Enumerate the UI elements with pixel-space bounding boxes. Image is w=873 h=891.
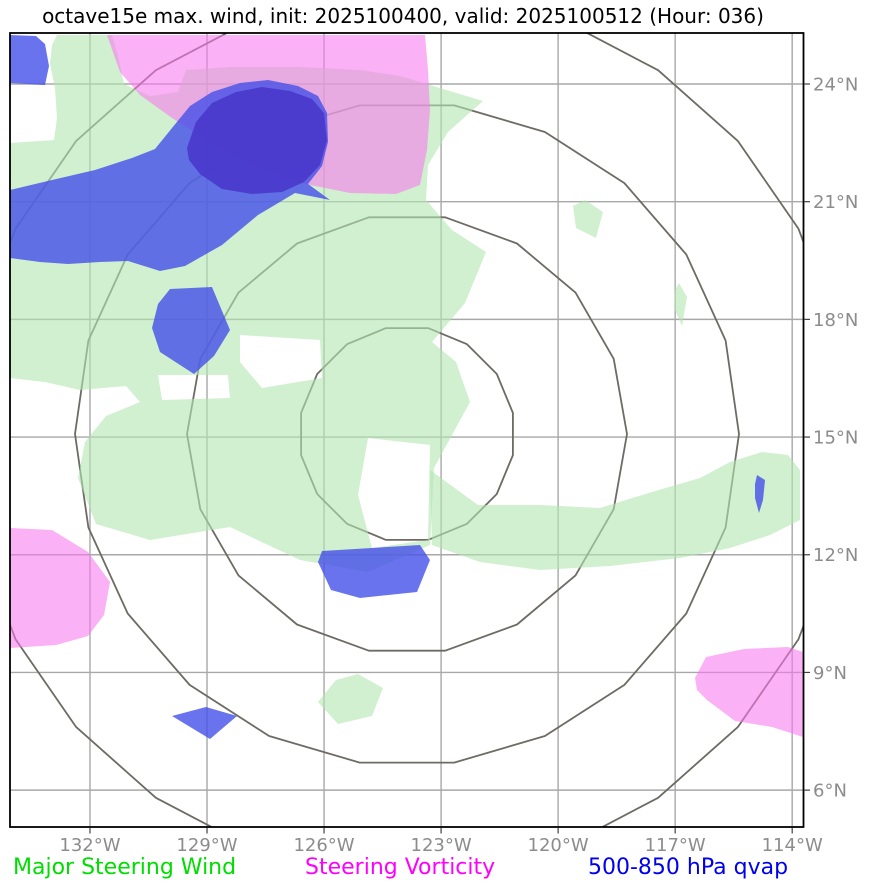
x-tick-label--120: 120°W (528, 835, 589, 856)
x-tick-label--114: 114°W (762, 835, 823, 856)
region-qvap-500-850-2 (152, 287, 230, 374)
x-tick-label--132: 132°W (59, 835, 120, 856)
region-qvap-500-850-3 (318, 545, 430, 598)
plot-frame (9, 32, 805, 828)
y-tick-label-12: 12°N (813, 545, 858, 566)
y-tick-label-24: 24°N (813, 74, 858, 95)
region-major-steering-wind-3 (573, 200, 603, 238)
plot-area (10, 33, 804, 827)
legend-steering-vorticity: Steering Vorticity (305, 855, 496, 880)
chart-title: octave15e max. wind, init: 2025100400, v… (42, 4, 764, 28)
region-qvap-500-850-5 (755, 475, 765, 513)
legend: Major Steering Wind Steering Vorticity 5… (0, 855, 873, 885)
y-tick-label-15: 15°N (813, 428, 858, 449)
x-tick-label--117: 117°W (645, 835, 706, 856)
y-tick-label-21: 21°N (813, 192, 858, 213)
x-tick-label--126: 126°W (293, 835, 354, 856)
region-major-steering-wind-4 (674, 283, 687, 326)
region-qvap-500-850-0 (10, 35, 49, 85)
region-qvap-500-850-4 (172, 707, 237, 739)
y-tick-label-6: 6°N (813, 781, 847, 802)
region-steering-vorticity-1 (10, 528, 110, 648)
region-qvap-500-850-core-0 (187, 87, 327, 194)
region-steering-vorticity-2 (695, 647, 803, 737)
legend-qvap: 500-850 hPa qvap (588, 855, 789, 880)
x-tick-label--123: 123°W (411, 835, 472, 856)
x-tick-label--129: 129°W (176, 835, 237, 856)
y-tick-label-18: 18°N (813, 310, 858, 331)
y-tick-label-9: 9°N (813, 663, 847, 684)
legend-major-steering-wind: Major Steering Wind (13, 855, 237, 880)
region-major-steering-wind-2 (318, 674, 383, 724)
region-major-steering-wind-1 (430, 452, 800, 570)
